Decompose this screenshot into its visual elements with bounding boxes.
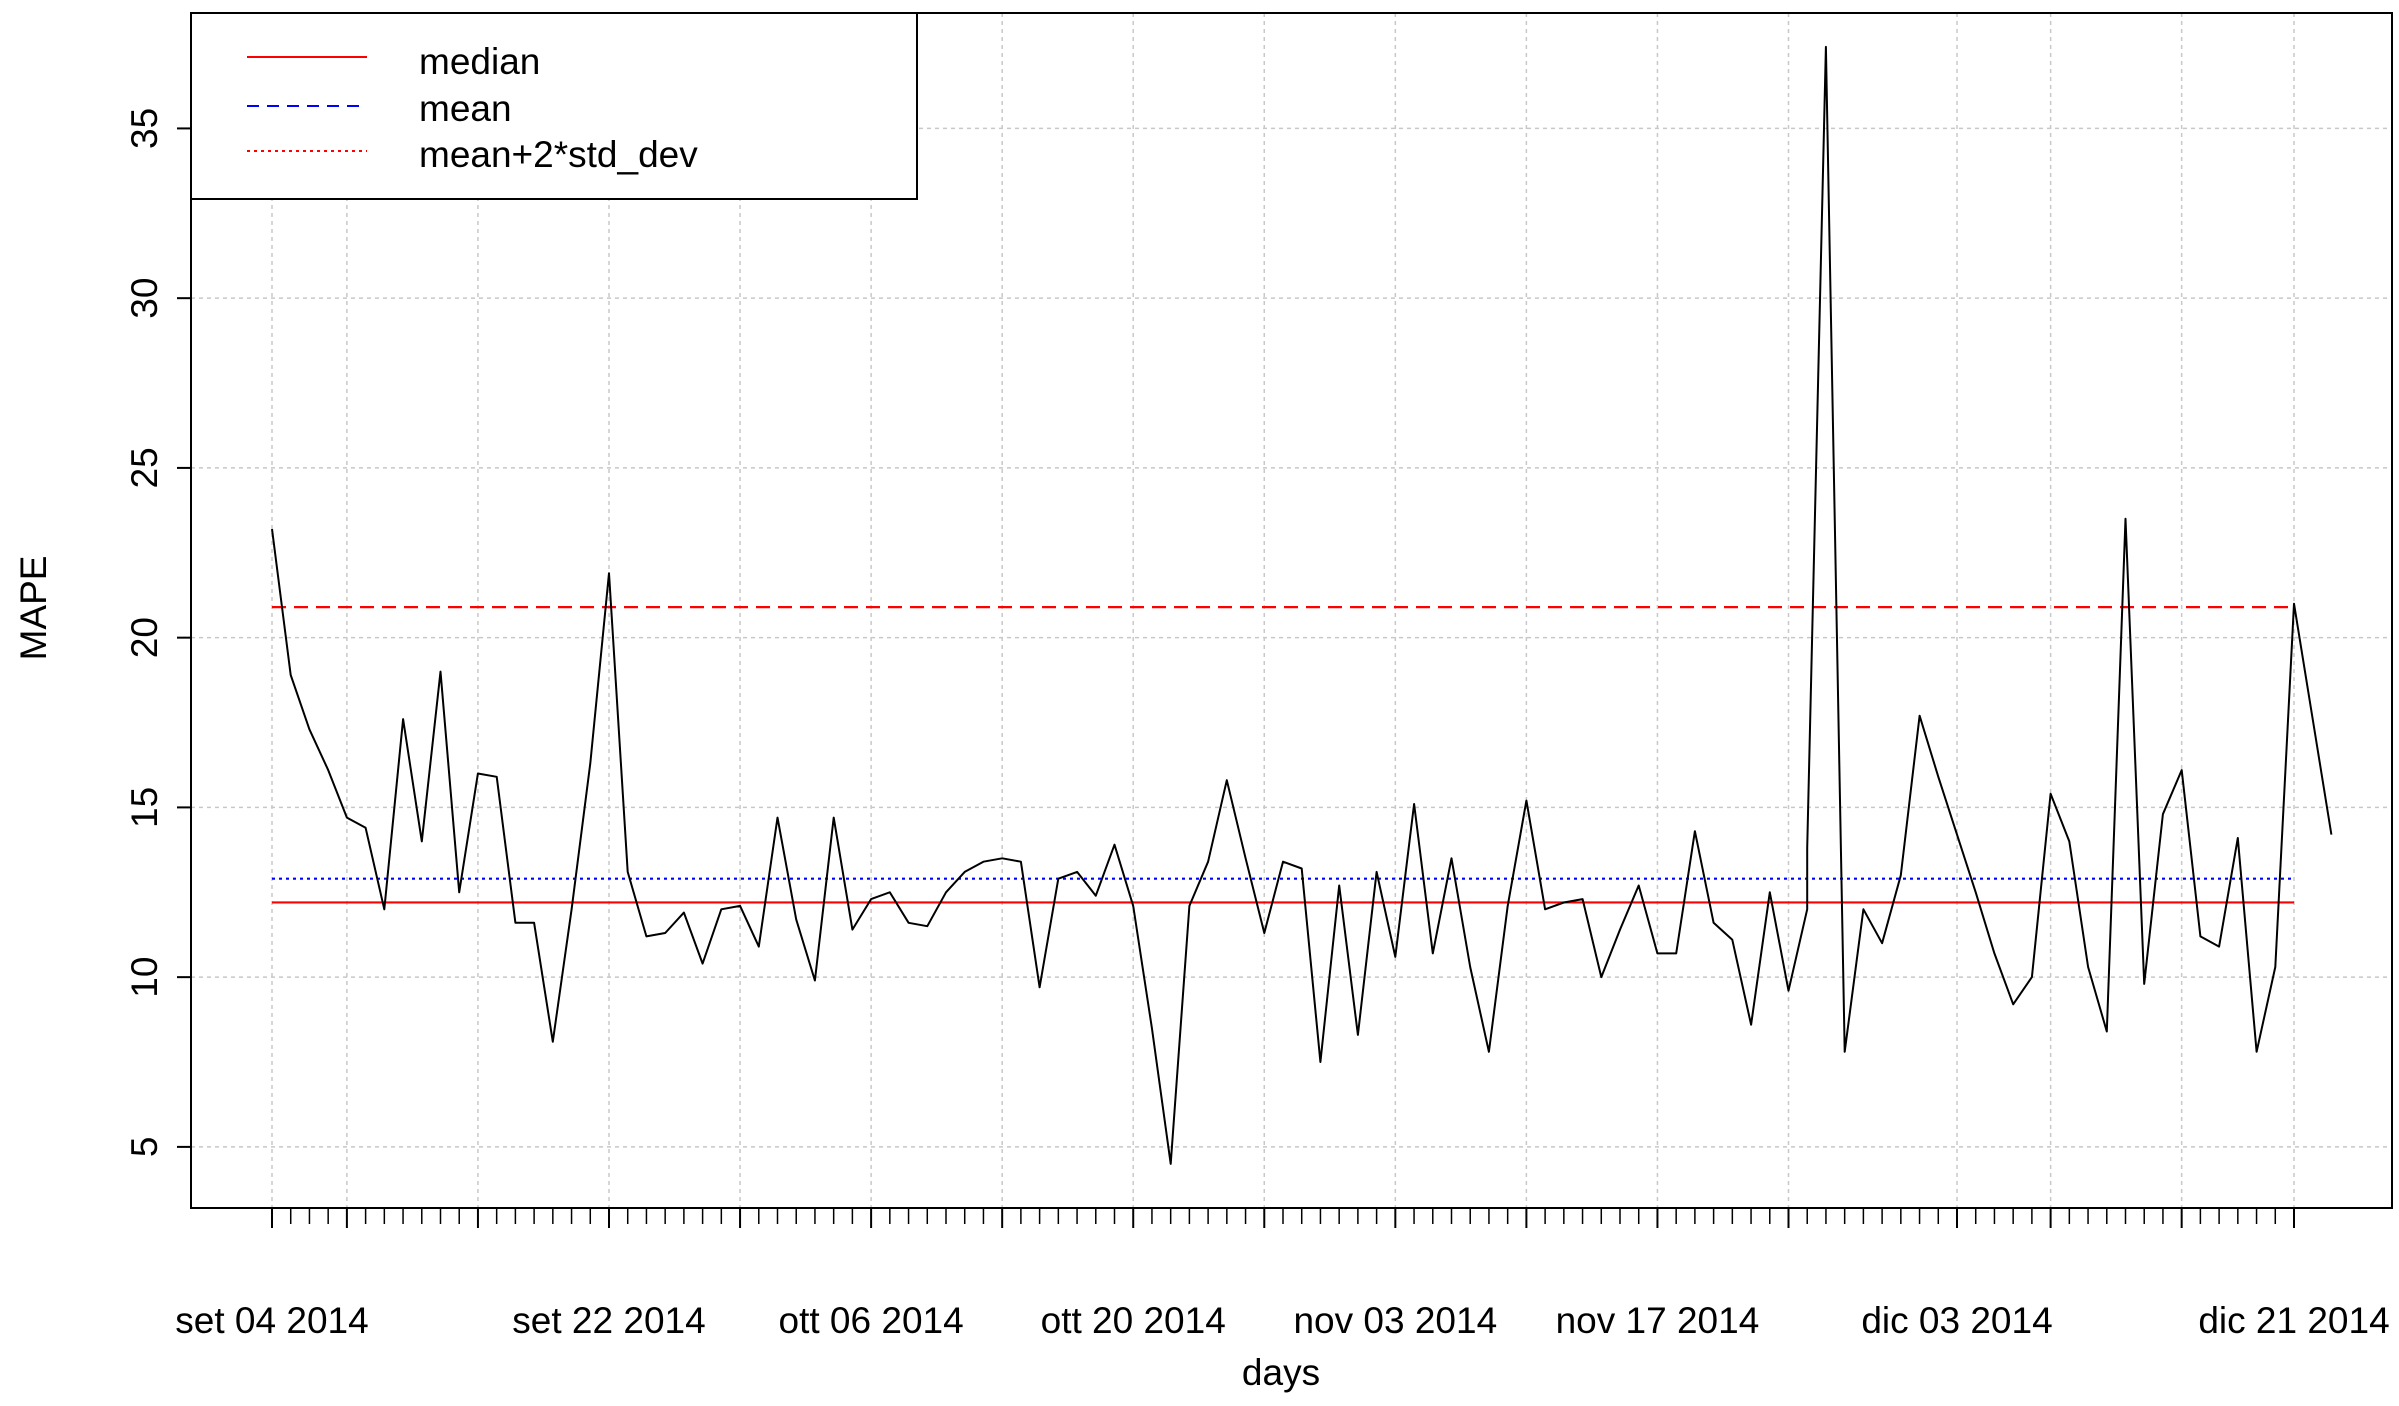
y-tick-label: 10 xyxy=(124,957,165,998)
x-tick-label: set 04 2014 xyxy=(175,1300,368,1341)
y-tick-label: 15 xyxy=(124,787,165,828)
legend: median mean mean+2*std_dev xyxy=(190,12,918,200)
legend-label-mean-plus-2sd: mean+2*std_dev xyxy=(419,134,698,175)
y-tick-label: 30 xyxy=(124,278,165,319)
x-tick-label: dic 21 2014 xyxy=(2198,1300,2389,1341)
mape-series xyxy=(271,45,2333,1165)
x-tick-label: nov 17 2014 xyxy=(1556,1300,1760,1341)
legend-label-median: median xyxy=(419,41,540,82)
x-tick-label: nov 03 2014 xyxy=(1293,1300,1497,1341)
x-tick-label: set 22 2014 xyxy=(512,1300,705,1341)
legend-label-mean: mean xyxy=(419,88,512,129)
plot-frame xyxy=(190,12,2393,1209)
series-line xyxy=(271,45,2333,1165)
y-axis: 5 10 15 20 25 30 35 xyxy=(124,108,191,1157)
grid-lines xyxy=(191,13,2392,1208)
y-tick-label: 20 xyxy=(124,617,165,658)
x-tick-label: dic 03 2014 xyxy=(1861,1300,2052,1341)
reference-lines xyxy=(272,606,2294,904)
x-axis-title: days xyxy=(1242,1352,1320,1393)
y-axis-title: MAPE xyxy=(13,556,54,661)
x-tick-label: ott 06 2014 xyxy=(779,1300,964,1341)
y-tick-label: 35 xyxy=(124,108,165,149)
y-tick-label: 5 xyxy=(124,1137,165,1158)
x-axis: set 04 2014 set 22 2014 ott 06 2014 ott 20 … xyxy=(175,1208,2390,1341)
y-tick-label: 25 xyxy=(124,447,165,488)
x-tick-label: ott 20 2014 xyxy=(1041,1300,1226,1341)
